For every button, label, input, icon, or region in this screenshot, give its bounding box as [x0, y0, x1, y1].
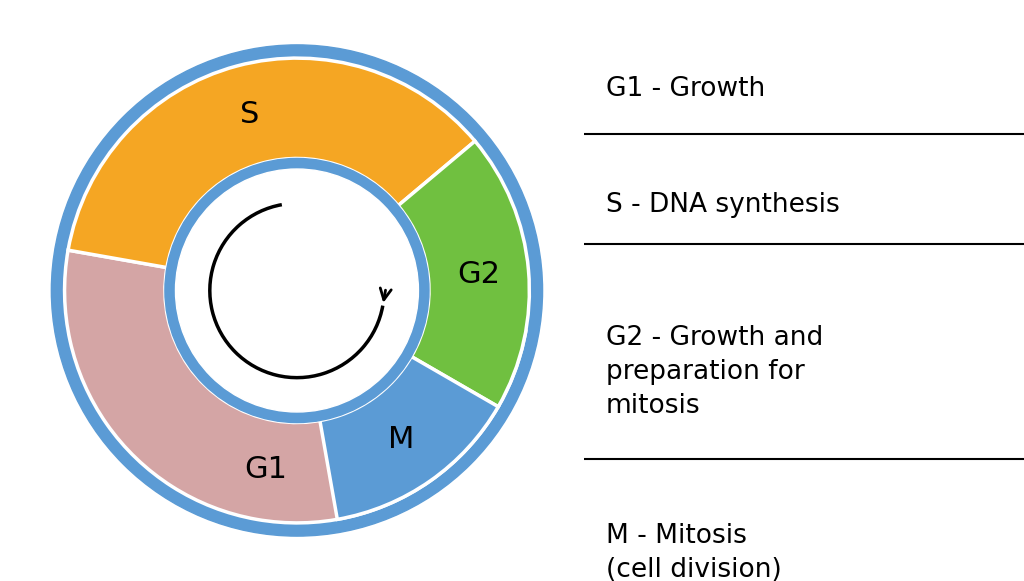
Circle shape [175, 169, 419, 412]
Text: S: S [240, 100, 259, 129]
Text: S - DNA synthesis: S - DNA synthesis [605, 192, 840, 218]
Text: G2: G2 [457, 260, 500, 289]
Wedge shape [68, 58, 475, 268]
Circle shape [51, 45, 543, 536]
Wedge shape [65, 250, 526, 523]
Text: M: M [388, 425, 415, 454]
Wedge shape [398, 141, 529, 407]
Text: G1: G1 [244, 456, 287, 485]
Text: G2 - Growth and
preparation for
mitosis: G2 - Growth and preparation for mitosis [605, 325, 823, 419]
Text: M - Mitosis
(cell division): M - Mitosis (cell division) [605, 523, 781, 581]
Text: G1 - Growth: G1 - Growth [605, 76, 765, 102]
Circle shape [165, 159, 429, 422]
Wedge shape [319, 357, 499, 519]
